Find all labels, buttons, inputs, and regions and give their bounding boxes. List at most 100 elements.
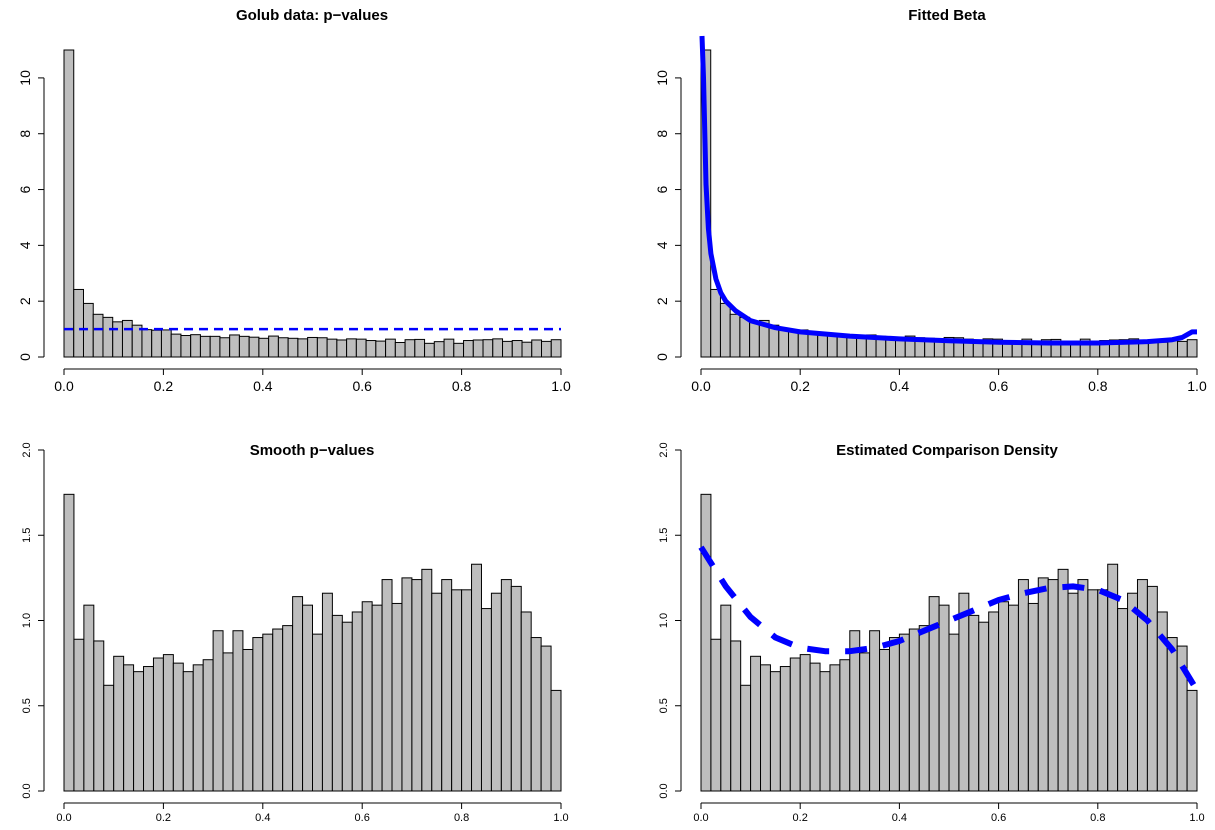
histogram-bar [112,321,123,358]
histogram-bar [143,666,154,792]
histogram-bar [262,633,274,792]
histogram-bar [302,604,313,792]
x-tick-label: 0.8 [454,812,469,824]
histogram-bar [268,335,279,358]
x-tick-label: 0.4 [890,378,910,394]
y-tick-label: 8 [17,130,33,138]
histogram-bar [521,341,533,358]
histogram-bar [978,621,990,792]
histogram-bar [162,654,174,792]
histogram-bar [839,659,851,792]
histogram-bar [760,664,771,792]
histogram-bar [258,337,270,358]
x-tick-label: 0.2 [790,378,810,394]
histogram-bar [1166,637,1178,792]
histogram-bar [361,601,373,792]
histogram-bar [170,333,182,358]
histogram-bar [331,614,343,792]
histogram-bar [238,335,250,358]
histogram-bar [720,604,732,792]
histogram-bar [1157,341,1169,358]
histogram-bar [219,337,231,358]
histogram-bar [788,329,799,358]
y-tick-label: 2.0 [21,442,33,457]
histogram-bar [182,671,194,792]
histogram-bar [277,337,289,358]
histogram-bar [414,338,426,358]
histogram-bar [461,589,473,792]
histogram-bar [500,579,512,792]
histogram-bar [856,337,867,358]
histogram-bar [849,630,861,792]
x-tick-label: 0.0 [54,378,74,394]
y-tick-label: 6 [17,185,33,193]
histogram-bar [433,341,445,358]
y-tick-label: 0.0 [658,783,670,798]
histogram-bar [938,604,950,792]
histogram-bar [531,339,543,358]
histogram-bar [846,335,858,358]
histogram-bar [550,689,562,792]
panel-golub-pvalues: Golub data: p−values 0.0 0.2 0.4 0.6 0.8 1.0 0 2… [0,0,607,417]
x-tick-label: 0.2 [154,378,174,394]
panel-smooth-pvalues: Smooth p−values 0.0 0.2 0.4 0.6 0.8 1.0 0.0 0.5 1… [0,412,607,830]
chart-title: Estimated Comparison Density [836,442,1058,459]
histogram-bar [1167,339,1179,358]
histogram-bar [710,638,722,792]
histogram-bar [83,604,95,792]
histogram-bar [739,316,751,358]
histogram-bar [958,592,970,792]
y-tick-label: 2.0 [658,442,670,457]
histogram-bar [312,633,323,792]
x-tick-label: 0.0 [691,378,711,394]
histogram-bar [1146,585,1158,792]
chart-title: Fitted Beta [908,7,986,24]
histogram-bar [316,337,328,358]
histogram-bar [297,338,309,358]
histogram-bar [73,638,85,792]
x-tick-label: 0.0 [693,812,708,824]
histogram-bar [502,340,513,358]
chart-golub-pvalues: Golub data: p−values 0.0 0.2 0.4 0.6 0.8 1.0 0 2… [17,7,571,394]
histogram-bar [480,608,492,792]
histogram-bar [988,611,1000,792]
histogram-bar [1117,608,1129,792]
histogram-bar [229,334,240,358]
histogram-bar [252,637,264,792]
histogram-bar [248,336,260,358]
histogram-bar [1186,339,1198,358]
histogram-bar [1186,689,1198,792]
histogram-bar [73,288,84,358]
histogram-bar [1057,568,1069,792]
histogram-bar [471,563,482,792]
histogram-bar [879,648,890,792]
x-tick-label: 0.6 [989,378,1009,394]
histogram-bar [141,329,153,358]
histogram-bar [817,335,828,358]
histogram-bar [385,338,396,358]
histogram-bar [809,662,821,792]
histogram-bar [192,664,204,792]
histogram-bar [710,288,721,358]
histogram-bar [700,493,712,792]
x-tick-label: 0.4 [892,812,907,824]
histogram-bar [242,648,254,792]
y-tick-label: 1.0 [21,613,33,628]
histogram-bar [272,628,284,792]
histogram-bar [908,628,920,792]
histogram-bar [1017,579,1029,792]
histogram-bar [391,602,403,792]
x-tick-label: 0.2 [793,812,808,824]
histogram-bar [826,334,838,358]
histogram-bar [1077,579,1089,792]
histogram-bar [365,340,377,358]
histogram-bar [1177,340,1188,358]
histogram-bar [113,655,125,792]
histogram-bar [292,596,304,792]
histogram-bar [424,342,435,358]
histogram-bar [190,334,201,358]
histogram-bar [443,338,455,358]
x-tick-label: 0.2 [156,812,171,824]
histogram-bar [750,655,762,792]
histogram-bar [336,339,348,358]
